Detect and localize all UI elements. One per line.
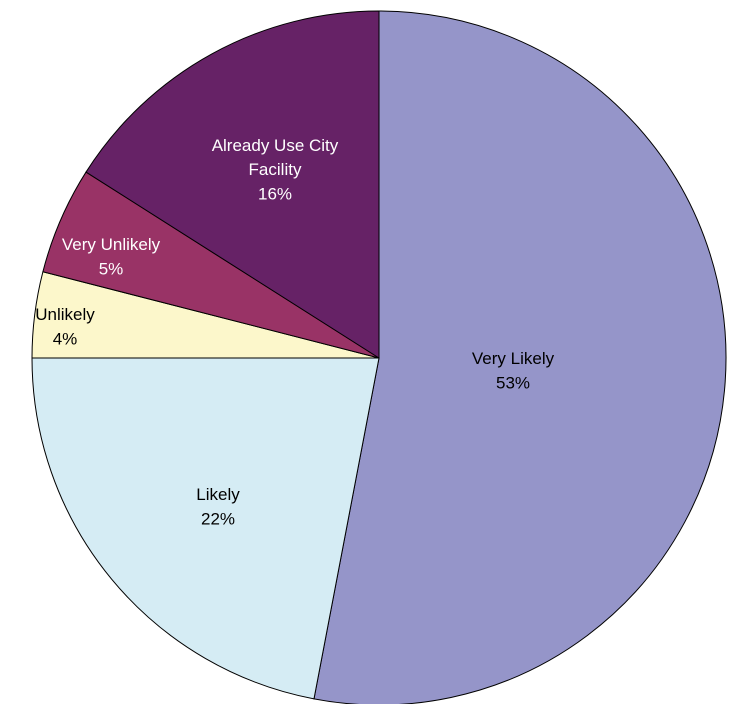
slice-label-line: Likely — [196, 485, 240, 504]
slice-label: Very Likely — [472, 349, 555, 368]
slice-label-line: Unlikely — [35, 305, 95, 324]
slice-value-label: 22% — [201, 509, 235, 528]
slice-value-label: 16% — [258, 184, 292, 203]
slice-label-line: Already Use City — [212, 136, 339, 155]
slice-value-label: 4% — [53, 329, 78, 348]
pie-slice — [313, 10, 727, 704]
pie-slice — [31, 357, 380, 700]
slice-label: Already Use City Facility — [212, 136, 339, 179]
slice-label: Unlikely — [35, 305, 95, 324]
slice-label: Very Unlikely — [62, 235, 161, 254]
slice-label-line: Very Likely — [472, 349, 555, 368]
slice-label-line: Facility — [249, 160, 302, 179]
pie-slice — [85, 10, 380, 359]
slice-label: Likely — [196, 485, 240, 504]
slice-value-label: 53% — [496, 373, 530, 392]
slice-value-label: 5% — [99, 259, 124, 278]
slice-label-line: Very Unlikely — [62, 235, 161, 254]
